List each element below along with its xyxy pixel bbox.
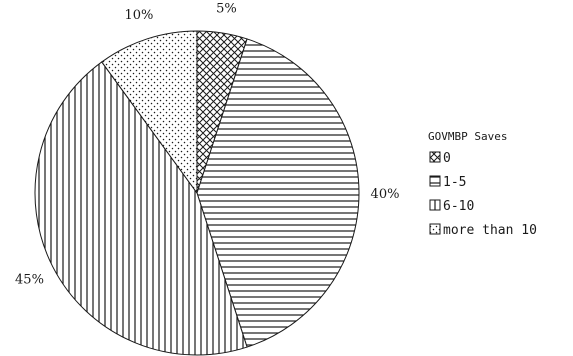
legend: GOVMBP Saves 0 1-5 6-10 more than 10 (428, 130, 537, 238)
pie-slices (34, 30, 360, 356)
legend-label: 6-10 (443, 199, 474, 214)
legend-swatch-0 (429, 151, 441, 163)
legend-label: 1-5 (443, 175, 466, 190)
legend-title: GOVMBP Saves (428, 130, 507, 143)
pie-value-label: 5% (216, 1, 237, 16)
pie-slice-more-than-10 (101, 30, 198, 195)
pie-slice-1-5 (196, 38, 360, 348)
pie-value-label: 40% (371, 187, 400, 202)
pie-value-labels: 5% 40% 45% 10% (15, 1, 399, 287)
legend-label: 0 (443, 151, 451, 166)
legend-items: 0 1-5 6-10 more than 10 (429, 151, 537, 238)
legend-swatch-6-10 (429, 199, 441, 211)
pie-value-label: 10% (124, 8, 153, 23)
legend-label: more than 10 (443, 223, 537, 238)
legend-swatch-more-than-10 (429, 223, 441, 235)
pie-value-label: 45% (15, 272, 44, 287)
pie-slice-6-10 (34, 61, 248, 356)
legend-swatch-1-5 (429, 175, 441, 187)
